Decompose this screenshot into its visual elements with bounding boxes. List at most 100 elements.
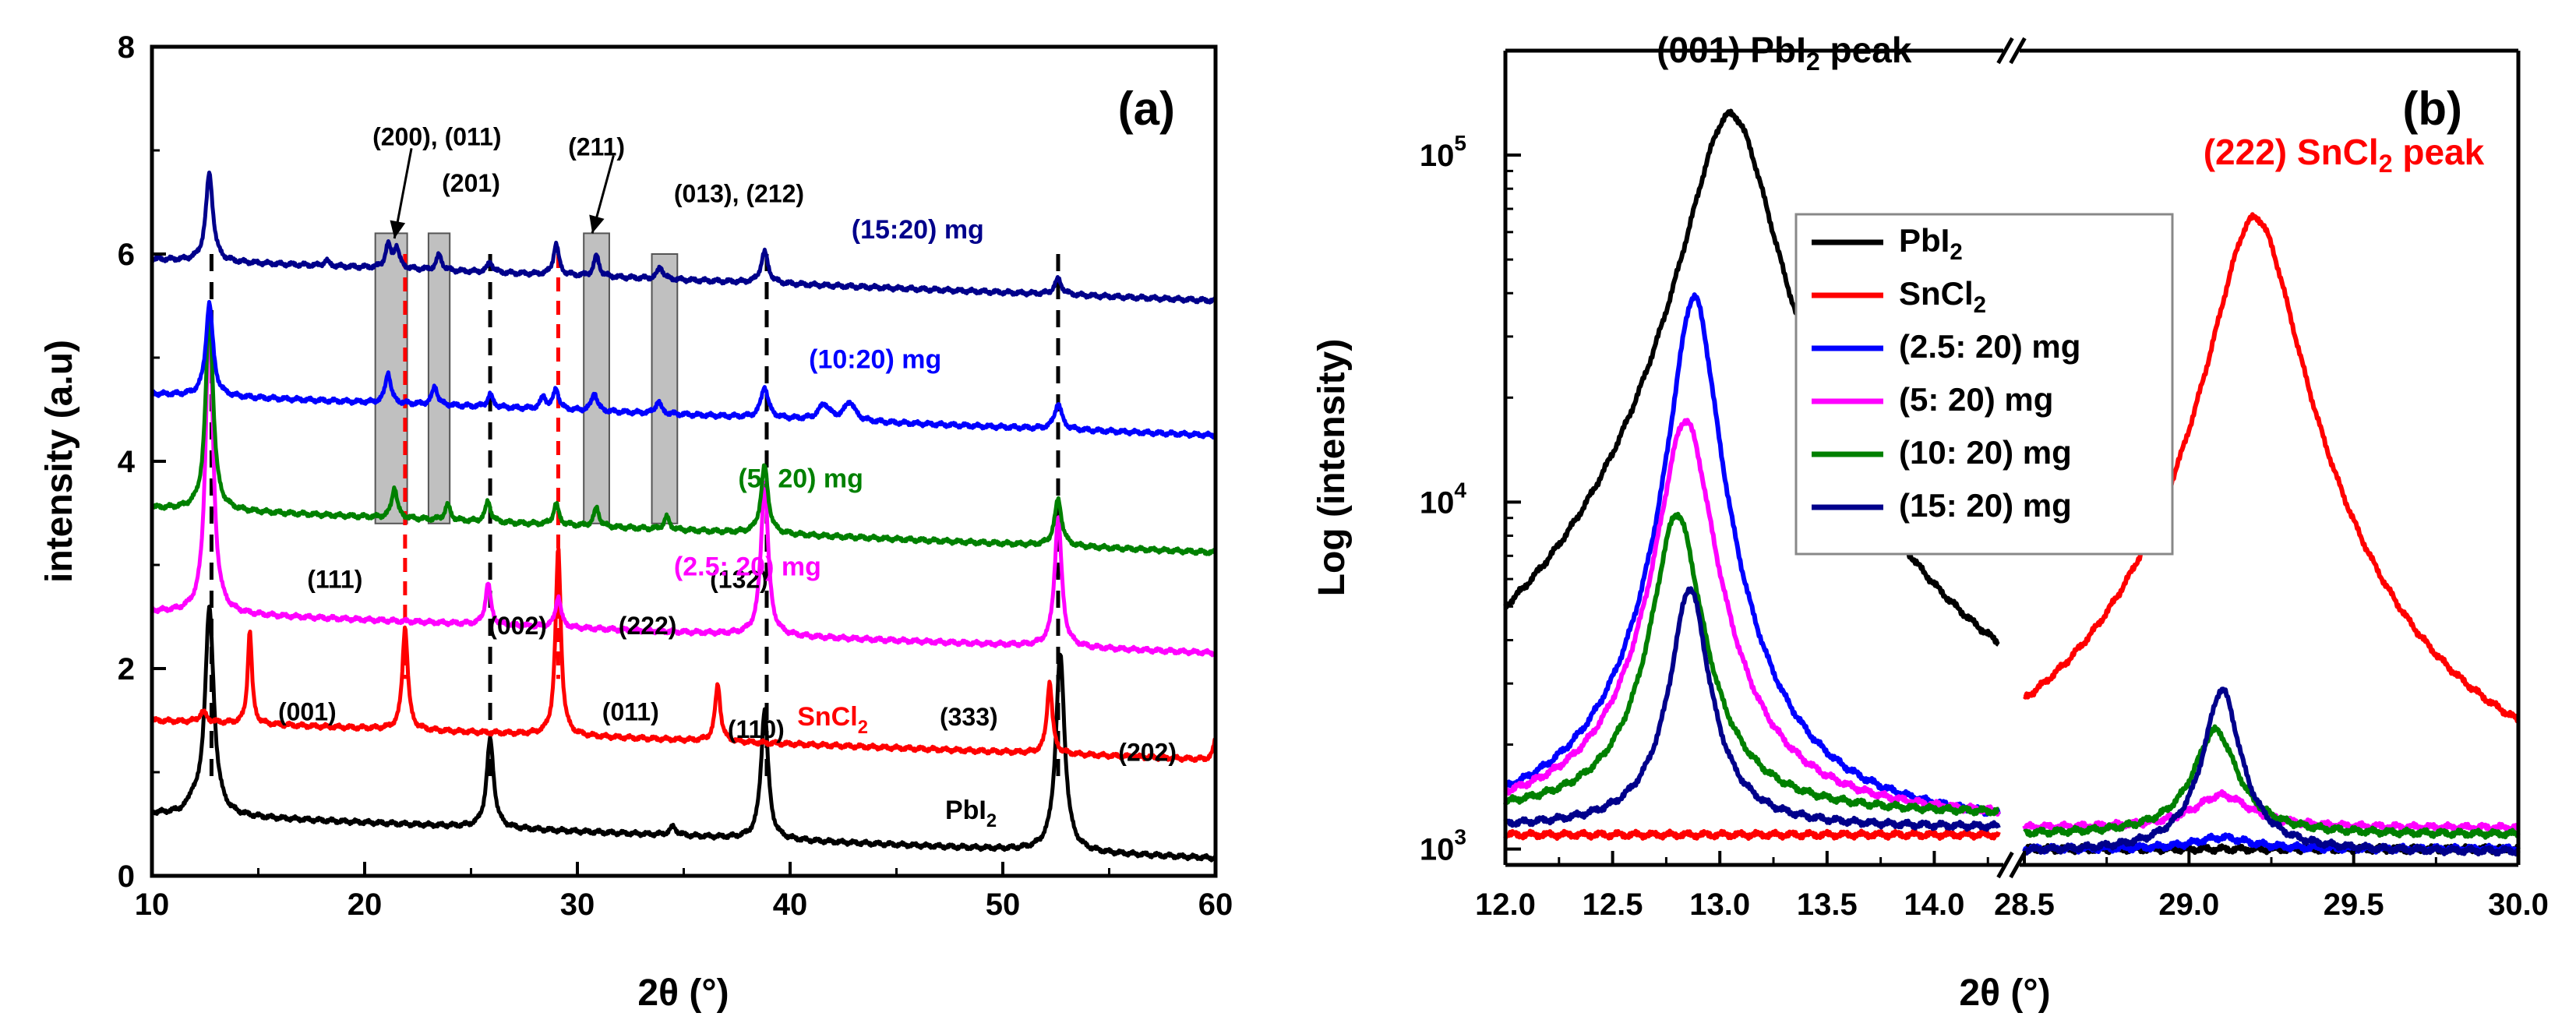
panel-b-chart: (001) PbI2 peak(222) SnCl2 peak 12.0 12.5…: [1311, 30, 2549, 1014]
series-label-pbi2-sub: 2: [986, 810, 997, 831]
series-label-s15-main: (15:20) mg: [852, 215, 984, 245]
panel-a-ytick-label-3: 6: [118, 238, 135, 272]
panel-a-ytick-label-2: 4: [118, 445, 136, 479]
panel-b-xtick-label-8: 30.0: [2488, 888, 2549, 922]
peak-annotation-3: (013), (212): [674, 180, 804, 208]
legend-label-sncl2: SnCl2: [1899, 275, 1986, 318]
panel-a-ylabel: intensity (a.u): [39, 340, 80, 583]
panel-a-chart: (200), (011) (201) (211) (013), (212) (001) (…: [39, 30, 1233, 1014]
peak-annotation-12: (202): [1118, 738, 1177, 766]
legend-label-s25-main: (2.5: 20) mg: [1899, 328, 2080, 365]
panel-b-frame: [1503, 37, 2521, 879]
annotation-arrowhead-0: [390, 220, 406, 239]
panel-a-xtick-label-3: 40: [773, 888, 808, 922]
peak-annotation-1: (201): [442, 169, 500, 197]
series-label-sncl2-sub: 2: [858, 717, 868, 738]
series-label-s5: (5: 20) mg: [738, 464, 863, 493]
series-line-sncl2: [150, 547, 1217, 763]
legend-label-pbi2-sub: 2: [1950, 239, 1962, 265]
axis-break-mark-1-0: [1996, 851, 2014, 879]
panel-a-ytick-label-0: 0: [118, 859, 135, 894]
shaded-band-1: [427, 232, 451, 524]
panel-a-xtick-label-5: 60: [1198, 888, 1233, 922]
panel-b-ytick-base-0: 10: [1420, 833, 1455, 867]
panel-a-xtick-label-4: 50: [986, 888, 1021, 922]
panel-b-ylabel: Log (intensity): [1311, 339, 1353, 597]
series-label-pbi2: PbI2: [945, 796, 997, 831]
panel-a-label: (a): [1118, 83, 1175, 135]
panel-b-ytick-base-1: 10: [1420, 485, 1455, 520]
panel-b-series-s5-left: [1503, 418, 2001, 817]
panel-b-xtick-label-4: 14.0: [1904, 888, 1965, 922]
series-line-s10: [150, 300, 1217, 440]
series-label-pbi2-main: PbI: [945, 796, 986, 825]
peak-annotation-9: (011): [602, 698, 659, 726]
series-label-s15: (15:20) mg: [852, 215, 984, 245]
series-label-s25-main: (2.5: 20) mg: [674, 552, 821, 581]
panel-a-xtick-label-2: 30: [560, 888, 595, 922]
shaded-band-2: [583, 232, 610, 524]
panel-a-ytick-label-1: 2: [118, 652, 135, 686]
series-line-s25: [150, 302, 1218, 658]
panel-b-peak-title-0-sub: 2: [1806, 48, 1820, 76]
legend-label-s15: (15: 20) mg: [1899, 487, 2072, 524]
panel-b-peak-title-0: (001) PbI2 peak: [1657, 30, 1912, 76]
panel-b-series-s10-right: [2023, 724, 2521, 840]
panel-b-xtick-label-1: 12.5: [1583, 888, 1643, 922]
panel-b-series-pbi2-left: [1503, 108, 2000, 647]
shaded-band-3: [651, 253, 679, 524]
panel-b-ytick-label-2: 105: [1420, 131, 1466, 173]
peak-annotation-2: (211): [568, 133, 625, 161]
legend-label-s5: (5: 20) mg: [1899, 381, 2053, 418]
panel-b-ytick-exp-0: 3: [1454, 825, 1466, 849]
panel-b-series-s10-left: [1503, 511, 2000, 817]
axis-break-mark-0-0: [1996, 37, 2014, 65]
peak-annotation-4: (001): [278, 698, 337, 726]
panel-a-xlabel: 2θ (°): [637, 972, 729, 1014]
annotation-arrowhead-1: [589, 214, 605, 234]
axis-break-mark-1-1: [2009, 851, 2027, 879]
panel-a-xtick-label-1: 20: [348, 888, 383, 922]
panel-b-series-sncl2-left: [1503, 828, 2001, 842]
peak-annotation-7: (222): [619, 612, 677, 640]
peak-annotation-8: (132): [710, 565, 768, 593]
panel-b-peak-title-1: (222) SnCl2 peak: [2204, 132, 2485, 178]
panel-b-peak-title-1-tail: peak: [2393, 132, 2485, 172]
legend-label-s25: (2.5: 20) mg: [1899, 328, 2080, 365]
peak-annotation-6: (002): [489, 612, 547, 640]
series-line-pbi2: [150, 605, 1218, 863]
peak-annotation-0: (200), (011): [372, 122, 501, 150]
panel-b-peak-title-1-main: (222) SnCl: [2204, 132, 2379, 172]
legend-label-pbi2: PbI2: [1899, 222, 1963, 265]
series-line-s15: [150, 170, 1218, 305]
panel-b-xtick-label-7: 29.5: [2324, 888, 2384, 922]
panel-b-series-sncl2-right: [2023, 212, 2521, 724]
panel-a-xtick-label-0: 10: [135, 888, 170, 922]
peak-annotation-5: (111): [307, 565, 362, 593]
legend-label-s10: (10: 20) mg: [1899, 434, 2072, 471]
series-label-s10-main: (10:20) mg: [809, 344, 941, 374]
panel-b-xtick-label-5: 28.5: [1994, 888, 2055, 922]
series-line-s5: [150, 301, 1218, 556]
panel-b-ytick-exp-1: 4: [1454, 478, 1466, 502]
panel-b-ytick-exp-2: 5: [1454, 131, 1466, 155]
legend-label-pbi2-main: PbI: [1899, 222, 1950, 259]
series-label-s25: (2.5: 20) mg: [674, 552, 821, 581]
panel-b-label: (b): [2402, 83, 2462, 135]
series-label-s10: (10:20) mg: [809, 344, 941, 374]
panel-b-ytick-label-1: 104: [1420, 478, 1467, 520]
axis-break-mark-0-1: [2009, 37, 2027, 65]
peak-annotation-10: (110): [728, 715, 785, 743]
legend-box: [1794, 213, 2174, 556]
panel-b-ytick-label-0: 103: [1420, 825, 1466, 867]
series-label-sncl2-main: SnCl: [797, 702, 857, 732]
panel-b-series-s15-left: [1503, 586, 2001, 832]
series-label-sncl2: SnCl2: [797, 702, 868, 738]
panel-b-xlabel: 2θ (°): [1959, 972, 2050, 1014]
legend-label-s10-main: (10: 20) mg: [1899, 434, 2072, 471]
legend-label-sncl2-sub: 2: [1974, 292, 1986, 318]
legend-label-s15-main: (15: 20) mg: [1899, 487, 2072, 524]
panel-b-peak-title-1-sub: 2: [2379, 150, 2393, 178]
